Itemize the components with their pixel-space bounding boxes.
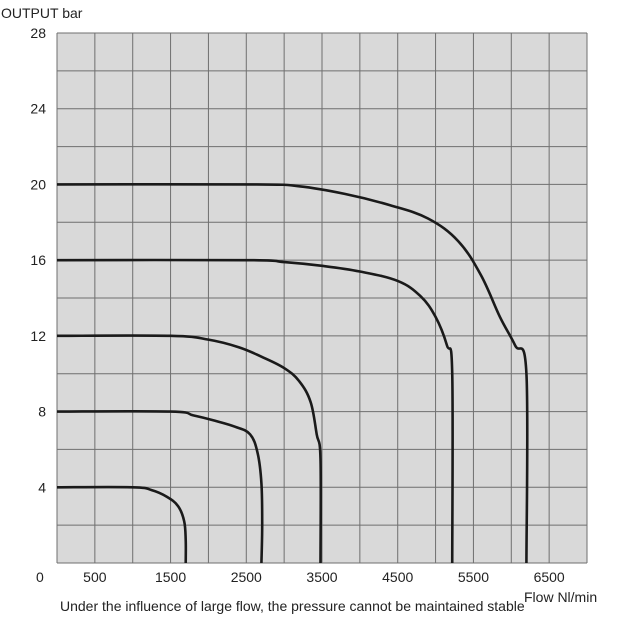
y-tick-label: 16 xyxy=(30,252,46,268)
y-tick-label: 8 xyxy=(38,404,46,420)
pressure-curve-5 xyxy=(56,182,529,564)
y-tick-label: 4 xyxy=(38,479,46,495)
x-tick-label: 500 xyxy=(83,569,107,585)
x-tick-label: 3500 xyxy=(306,569,337,585)
chart-note: Under the influence of large flow, the p… xyxy=(60,598,525,614)
tick-labels: 4 8 12 16 20 24 28 500 1500 2500 3500 4500 5500 6500 xyxy=(30,25,565,585)
y-tick-label: 20 xyxy=(30,176,46,192)
x-tick-label: 1500 xyxy=(155,569,186,585)
origin-label: 0 xyxy=(36,569,44,585)
y-tick-label: 28 xyxy=(30,25,46,41)
pressure-curve-1 xyxy=(56,485,188,564)
pressure-curve-2 xyxy=(56,409,264,564)
pressure-curve-3 xyxy=(56,334,323,564)
grid xyxy=(56,32,588,564)
x-tick-label: 4500 xyxy=(382,569,413,585)
y-axis-label: OUTPUT bar xyxy=(1,5,83,21)
x-tick-label: 6500 xyxy=(534,569,565,585)
x-tick-label: 5500 xyxy=(458,569,489,585)
curves xyxy=(56,182,529,564)
x-axis-label: Flow Nl/min xyxy=(524,589,597,605)
y-tick-label: 12 xyxy=(30,328,46,344)
y-tick-label: 24 xyxy=(30,101,46,117)
x-tick-label: 2500 xyxy=(231,569,262,585)
pressure-curve-4 xyxy=(56,258,454,564)
